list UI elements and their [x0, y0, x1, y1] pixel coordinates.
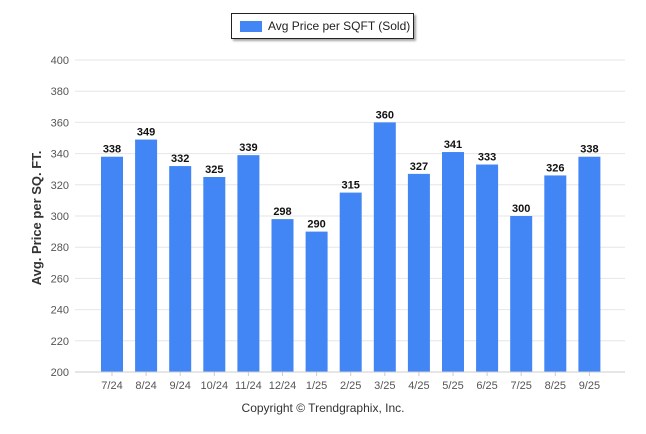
bars: [101, 122, 601, 373]
bar-9/25[interactable]: [578, 156, 601, 372]
bar-7/24[interactable]: [101, 156, 123, 372]
x-tick-label: 5/25: [442, 380, 463, 392]
bar-10/24[interactable]: [203, 177, 226, 372]
x-tick-label: 1/25: [306, 380, 327, 392]
data-label: 333: [478, 152, 496, 164]
y-axis-ticks: 200 220 240 260 280 300 320 340 360 380 400: [51, 55, 69, 379]
x-tick-label: 7/25: [510, 380, 531, 392]
bar-11/24[interactable]: [237, 155, 260, 372]
y-tick-label: 300: [51, 211, 69, 223]
x-tick-label: 6/25: [476, 380, 497, 392]
y-tick-label: 340: [51, 149, 69, 161]
x-tick-label: 12/24: [269, 380, 297, 392]
bar-2/25[interactable]: [339, 192, 362, 372]
legend-swatch: [240, 21, 262, 32]
x-tick-label: 8/24: [135, 380, 156, 392]
x-tick-label: 8/25: [545, 380, 566, 392]
bar-3/25[interactable]: [373, 122, 396, 373]
x-tick-label: 9/25: [579, 380, 600, 392]
data-label: 360: [376, 109, 394, 121]
data-label: 338: [103, 144, 121, 156]
legend[interactable]: Avg Price per SQFT (Sold): [231, 13, 414, 39]
x-tick-label: 9/24: [169, 380, 190, 392]
bar-9/24[interactable]: [169, 166, 192, 372]
y-tick-label: 380: [51, 86, 69, 98]
legend-label: Avg Price per SQFT (Sold): [268, 19, 411, 33]
bar-12/24[interactable]: [271, 219, 294, 372]
x-tick-label: 11/24: [235, 380, 262, 392]
data-label: 315: [342, 180, 360, 192]
x-tick-label: 7/24: [101, 380, 122, 392]
copyright-footer: Copyright © Trendgraphix, Inc.: [241, 401, 405, 415]
data-label: 339: [239, 142, 257, 154]
data-label: 341: [444, 139, 462, 151]
y-tick-label: 260: [51, 273, 69, 285]
data-label: 349: [137, 127, 155, 139]
x-tick-label: 3/25: [374, 380, 395, 392]
y-tick-label: 360: [51, 117, 69, 129]
bar-8/25[interactable]: [544, 175, 567, 372]
x-tick-label: 2/25: [340, 380, 361, 392]
data-label: 300: [512, 203, 530, 215]
bar-6/25[interactable]: [476, 164, 499, 372]
y-tick-label: 320: [51, 180, 69, 192]
y-tick-label: 240: [51, 305, 69, 317]
bar-8/24[interactable]: [135, 139, 158, 372]
data-label: 326: [546, 162, 564, 174]
y-tick-label: 400: [51, 55, 69, 67]
bar-5/25[interactable]: [442, 152, 464, 372]
data-label: 298: [273, 206, 291, 218]
y-axis-title: Avg. Price per SQ. FT.: [29, 151, 44, 286]
x-tick-label: 10/24: [201, 380, 229, 392]
data-label: 325: [205, 164, 223, 176]
x-axis-ticks: 7/24 8/24 9/24 10/24 11/24 12/24 1/25 2/25 3/25 4…: [75, 371, 625, 392]
bar-7/25[interactable]: [510, 216, 533, 372]
y-tick-label: 200: [51, 367, 69, 379]
data-label: 332: [171, 153, 189, 165]
y-tick-label: 220: [51, 336, 69, 348]
x-tick-label: 4/25: [408, 380, 429, 392]
bar-4/25[interactable]: [407, 173, 430, 372]
data-labels: 338 349 332 325 339 298 290 315 360 327 341 333 300 3…: [103, 109, 599, 230]
data-label: 338: [580, 144, 598, 156]
data-label: 290: [307, 219, 325, 231]
bar-1/25[interactable]: [305, 231, 328, 372]
y-tick-label: 280: [51, 242, 69, 254]
data-label: 327: [410, 161, 428, 173]
